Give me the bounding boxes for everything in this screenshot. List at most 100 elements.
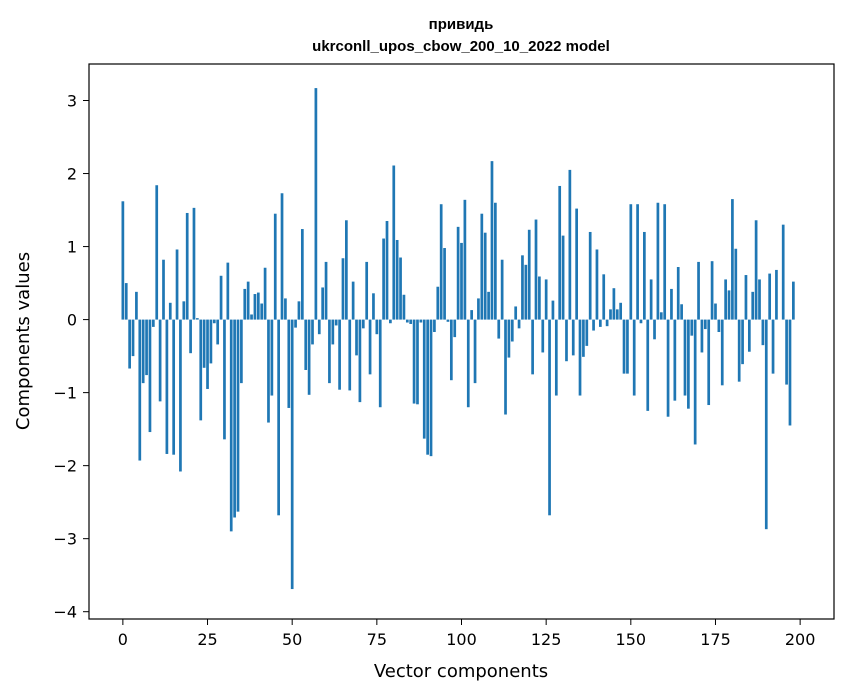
bar-65 [341,258,345,320]
bar-14 [168,302,172,320]
y-tick-label: −1 [53,384,77,403]
bar-148 [622,319,626,374]
bar-186 [751,291,755,320]
bar-16 [175,249,179,320]
bar-156 [649,279,653,320]
bar-124 [541,319,545,353]
bar-127 [551,300,555,320]
y-tick-label: −4 [53,603,77,622]
bar-39 [253,294,257,320]
bar-177 [720,319,724,386]
bar-71 [361,319,365,329]
bar-197 [788,319,792,426]
bar-37 [246,281,250,320]
bar-77 [382,238,385,320]
bar-168 [690,319,694,336]
bar-54 [304,319,308,370]
bar-166 [683,319,687,396]
bar-149 [626,319,629,374]
bar-178 [724,279,727,320]
bar-153 [639,319,643,324]
bar-75 [375,319,379,335]
bar-35 [240,319,243,384]
bar-110 [494,202,497,320]
y-tick-label: −2 [53,457,77,476]
bar-62 [331,319,335,345]
bar-52 [297,301,301,320]
bar-105 [477,298,480,320]
bar-63 [334,319,338,326]
bar-72 [365,261,369,320]
bar-198 [792,281,795,320]
bar-97 [449,319,453,381]
x-tick-label: 25 [197,630,217,649]
bar-115 [510,319,514,342]
bar-57 [314,88,318,320]
bar-125 [544,279,548,320]
bar-4 [135,291,138,320]
bar-162 [670,288,673,320]
bar-190 [764,319,768,530]
bar-19 [185,212,189,320]
bar-69 [355,319,358,356]
bar-134 [575,208,578,320]
bar-195 [781,224,785,320]
bar-192 [771,319,775,374]
bar-11 [158,319,162,402]
bar-150 [629,204,633,320]
bar-145 [612,288,616,320]
bar-2 [128,319,131,369]
bar-117 [517,319,521,329]
bar-73 [368,319,372,375]
bar-38 [250,314,253,320]
bar-100 [460,242,463,320]
bar-133 [571,319,575,356]
bar-56 [311,319,314,345]
y-tick-label: 2 [67,165,77,184]
bar-161 [666,319,670,417]
bar-8 [148,319,152,433]
bar-108 [487,291,490,320]
bar-151 [632,319,636,396]
bar-146 [615,309,619,320]
bar-21 [192,207,196,320]
bar-83 [402,294,406,320]
bar-142 [602,274,606,320]
bar-126 [548,319,551,516]
bar-26 [209,319,213,364]
bar-136 [582,319,585,357]
bar-122 [534,219,538,320]
bar-6 [141,319,145,384]
bar-67 [348,319,352,391]
y-axis: −4 −3 −2 −1 0 1 2 3 [53,92,89,622]
bar-93 [436,286,440,320]
bar-129 [558,185,562,320]
bar-17 [179,319,182,472]
bar-171 [700,319,704,353]
bar-103 [470,310,474,320]
x-axis-label: Vector components [374,661,548,682]
bar-158 [656,202,660,320]
bar-187 [754,220,758,320]
x-tick-label: 100 [446,630,477,649]
bar-91 [429,319,433,457]
bar-130 [561,235,565,320]
bar-74 [372,293,375,320]
bar-96 [446,319,450,322]
bar-128 [554,319,558,396]
y-tick-label: −3 [53,530,77,549]
bar-176 [717,319,721,333]
x-tick-label: 150 [616,630,647,649]
bar-104 [473,319,477,384]
bar-152 [636,204,639,320]
bar-86 [412,319,416,404]
bar-92 [433,319,436,333]
bar-33 [233,319,236,518]
bar-30 [223,319,226,440]
bar-118 [521,255,524,320]
bar-79 [389,319,392,324]
bar-132 [568,169,572,320]
bar-5 [138,319,142,461]
bar-89 [422,319,426,439]
bar-144 [609,309,612,320]
